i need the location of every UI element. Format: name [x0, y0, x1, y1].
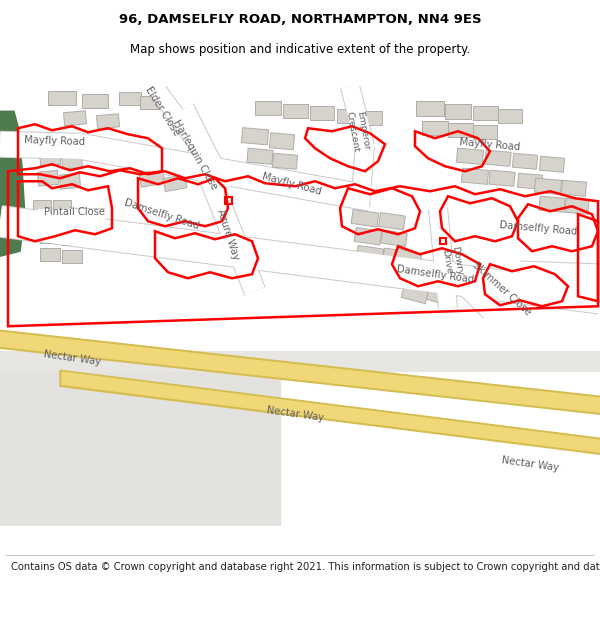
Bar	[59, 173, 80, 189]
Text: Dowry
Drive: Dowry Drive	[440, 245, 464, 278]
Bar	[457, 148, 484, 164]
Bar	[140, 96, 160, 109]
Bar	[426, 268, 454, 288]
Text: Mayfly Road: Mayfly Road	[261, 171, 323, 197]
Bar	[356, 246, 384, 263]
Bar	[135, 149, 161, 168]
Bar	[489, 170, 515, 186]
Bar	[241, 127, 269, 145]
Bar	[245, 168, 271, 184]
Text: Azure Way: Azure Way	[215, 208, 241, 261]
Bar	[379, 213, 406, 230]
Bar	[269, 132, 295, 150]
Text: Nectar Way: Nectar Way	[43, 349, 101, 368]
Bar	[383, 248, 409, 264]
Bar	[473, 125, 497, 139]
Bar	[225, 198, 232, 204]
Text: Mayfly Road: Mayfly Road	[25, 135, 86, 148]
Bar	[271, 173, 296, 188]
Text: Damselfly Road: Damselfly Road	[124, 198, 200, 231]
Bar	[247, 148, 273, 164]
Bar	[539, 156, 565, 172]
Text: Harlequin Close: Harlequin Close	[171, 118, 219, 191]
Bar	[535, 178, 562, 194]
Bar	[562, 180, 587, 196]
Bar	[381, 230, 407, 246]
Text: 96, DAMSELFLY ROAD, NORTHAMPTON, NN4 9ES: 96, DAMSELFLY ROAD, NORTHAMPTON, NN4 9ES	[119, 13, 481, 26]
Bar	[62, 232, 82, 245]
Text: Damselfly Road: Damselfly Road	[499, 220, 577, 237]
Text: Skimmer Close: Skimmer Close	[471, 259, 533, 317]
Bar	[160, 156, 184, 173]
Bar	[422, 121, 448, 135]
Bar	[97, 114, 119, 129]
Polygon shape	[0, 351, 600, 371]
Bar	[37, 171, 59, 186]
Bar	[445, 104, 471, 119]
Bar	[517, 173, 542, 189]
Text: Damselfly Road: Damselfly Road	[395, 264, 475, 284]
Bar	[119, 92, 141, 105]
Bar	[255, 101, 281, 115]
Text: Contains OS data © Crown copyright and database right 2021. This information is : Contains OS data © Crown copyright and d…	[11, 562, 600, 572]
Text: Map shows position and indicative extent of the property.: Map shows position and indicative extent…	[130, 42, 470, 56]
Bar	[40, 230, 60, 242]
Bar	[48, 91, 76, 105]
Polygon shape	[0, 330, 600, 414]
Bar	[163, 175, 187, 191]
Text: Emperor
Crescent: Emperor Crescent	[345, 109, 371, 153]
Bar	[404, 266, 432, 286]
Bar	[351, 209, 379, 227]
Bar	[362, 111, 382, 125]
Text: Nectar Way: Nectar Way	[501, 455, 559, 473]
Bar	[82, 94, 108, 108]
Bar	[40, 151, 61, 166]
Bar	[512, 153, 538, 169]
Text: Pintail Close: Pintail Close	[44, 208, 106, 217]
Bar	[354, 228, 382, 245]
Bar	[426, 287, 454, 306]
Polygon shape	[0, 332, 600, 412]
Bar	[401, 285, 429, 304]
Bar	[61, 153, 83, 169]
Bar	[565, 198, 589, 214]
Bar	[40, 248, 60, 261]
Bar	[448, 123, 473, 138]
Bar	[310, 106, 334, 120]
Bar	[139, 169, 165, 187]
Bar	[337, 109, 359, 123]
Bar	[448, 270, 476, 290]
Polygon shape	[60, 370, 600, 454]
Bar	[539, 196, 565, 212]
Polygon shape	[0, 371, 280, 526]
Bar	[461, 168, 488, 184]
Bar	[53, 200, 71, 212]
Bar	[416, 101, 444, 116]
Bar	[394, 248, 422, 268]
Bar	[440, 238, 446, 244]
Bar	[33, 200, 51, 212]
Polygon shape	[62, 372, 600, 452]
Text: Mayfly Road: Mayfly Road	[459, 137, 521, 152]
Polygon shape	[0, 111, 25, 256]
Text: Nectar Way: Nectar Way	[266, 405, 324, 423]
Bar	[62, 250, 82, 262]
Bar	[498, 109, 522, 123]
Text: Elder Close: Elder Close	[143, 85, 181, 138]
Bar	[64, 111, 86, 126]
Bar	[272, 153, 298, 169]
Bar	[283, 104, 308, 118]
Bar	[485, 150, 511, 166]
Bar	[473, 106, 497, 120]
